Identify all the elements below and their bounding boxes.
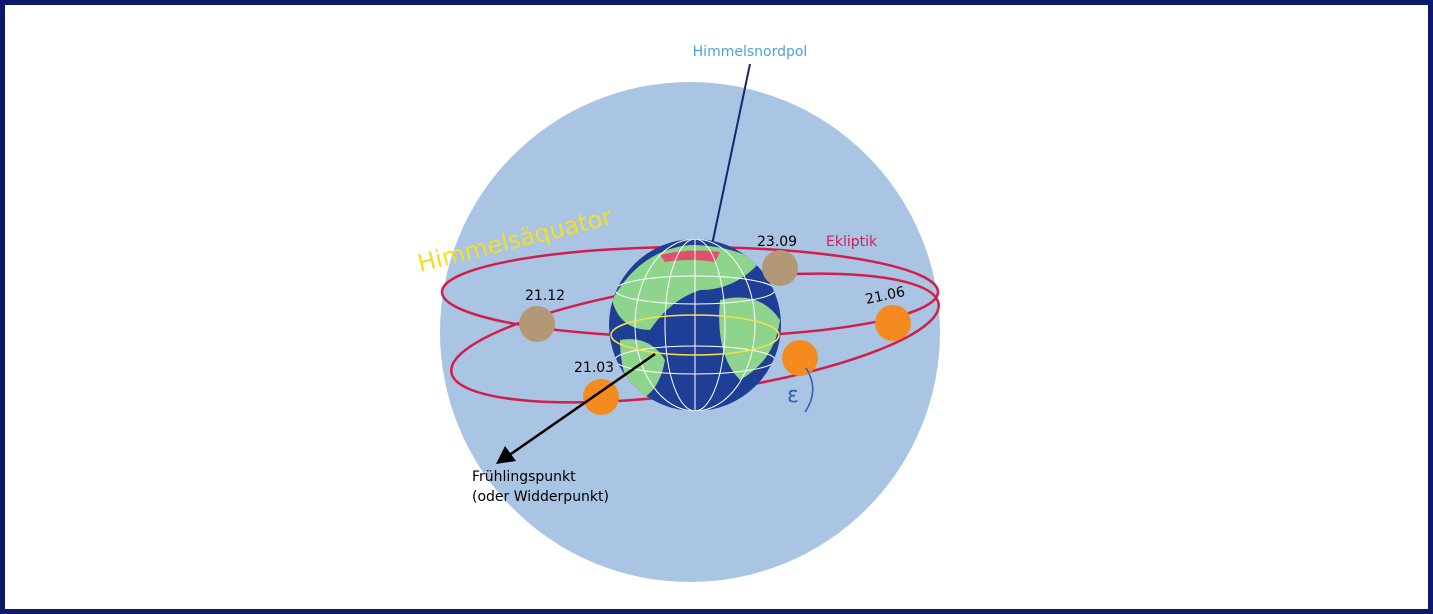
sun-summer <box>875 305 911 341</box>
sun-spring <box>583 379 619 415</box>
sun-position <box>782 340 818 376</box>
date-label: 21.03 <box>574 360 614 376</box>
arrow-head <box>496 446 516 464</box>
epsilon-label: ε <box>787 383 799 408</box>
earth <box>609 239 781 411</box>
pole-label: Himmelsnordpol <box>693 44 808 60</box>
date-label: 23.09 <box>757 234 797 250</box>
pole-axis <box>711 63 751 246</box>
vernal-label: (oder Widderpunkt) <box>472 489 609 505</box>
sun-autumn <box>762 250 798 286</box>
sun-winter <box>519 306 555 342</box>
vernal-label: Frühlingspunkt <box>472 469 576 485</box>
epsilon-arc <box>804 367 814 413</box>
date-label: 21.12 <box>525 288 565 304</box>
ecliptic-label: Ekliptik <box>826 234 878 250</box>
vernal-arrow <box>507 352 656 458</box>
